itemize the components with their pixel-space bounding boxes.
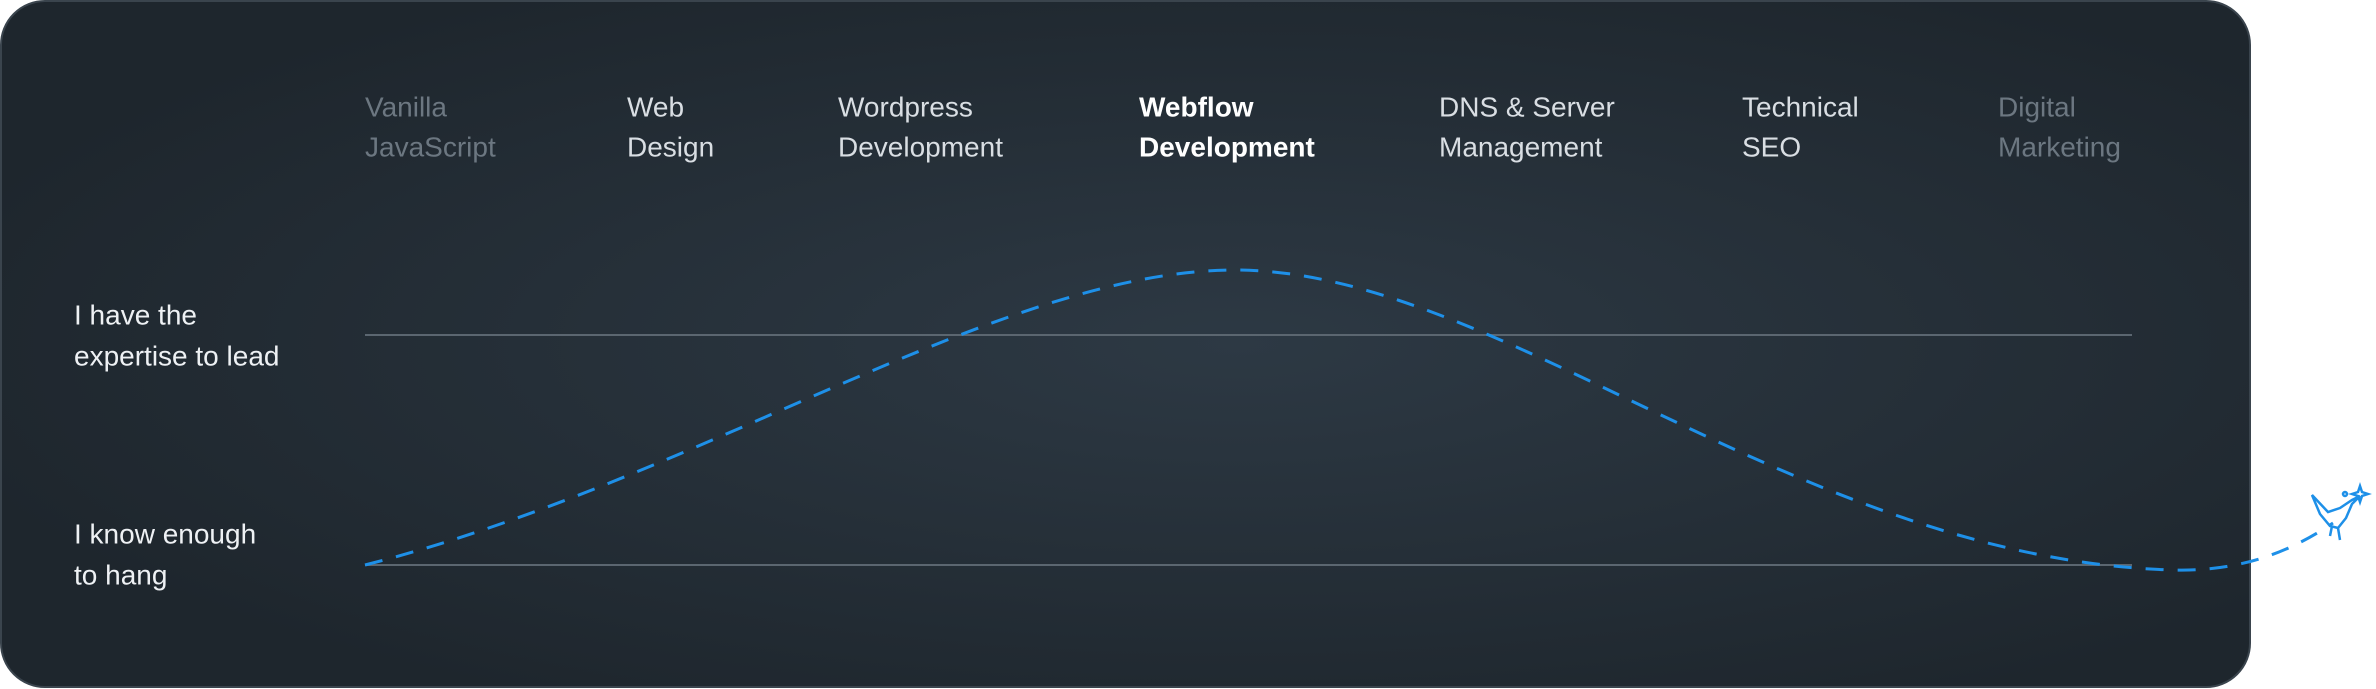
column-label: JavaScript [365,131,496,162]
column-label: Wordpress [838,91,973,122]
row-label: expertise to lead [74,340,279,371]
column-label: Technical [1742,91,1859,122]
row-label: I know enough [74,518,256,549]
row-label: I have the [74,299,197,330]
column-label: Web [627,91,684,122]
column-label: Development [838,131,1003,162]
column-label: Marketing [1998,131,2121,162]
bird-icon [2310,482,2372,541]
column-label: SEO [1742,131,1801,162]
card [0,0,2251,688]
column-label: Vanilla [365,91,447,122]
row-label: to hang [74,559,167,590]
skill-curve [364,268,2334,572]
column-label: Webflow [1139,91,1254,122]
column-label: Digital [1998,91,2076,122]
column-label: Design [627,131,714,162]
column-label: DNS & Server [1439,91,1615,122]
column-label: Management [1439,131,1603,162]
column-label: Development [1139,131,1315,162]
